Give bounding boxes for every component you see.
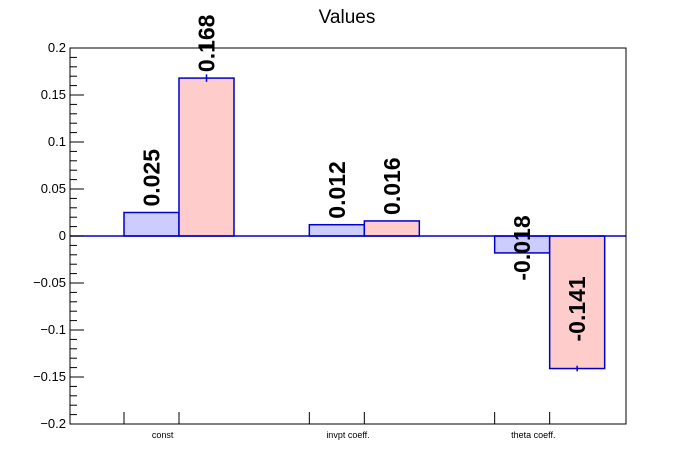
error-bars-group (205, 74, 578, 372)
bar (548, 235, 606, 370)
y-tick-label: 0.05 (41, 181, 66, 196)
y-axis: −0.2 −0.15 −0.1 −0.05 0 0.05 0.1 0.15 0.2 (33, 40, 84, 431)
x-tick-label: const (152, 430, 174, 440)
x-axis: const invpt coeff. theta coeff. (123, 412, 556, 440)
data-label: -0.018 (509, 215, 535, 280)
data-label: 0.025 (139, 149, 165, 207)
bar (308, 223, 366, 237)
data-label: 0.012 (324, 161, 350, 219)
y-tick-label: 0.1 (48, 134, 66, 149)
bar (123, 211, 180, 237)
chart-title: Values (319, 7, 376, 28)
x-tick-label: invpt coeff. (326, 430, 369, 440)
y-tick-label: −0.2 (40, 416, 66, 431)
data-label: -0.141 (564, 276, 590, 341)
y-tick-label: 0.2 (48, 40, 66, 55)
y-tick-label: −0.15 (33, 369, 66, 384)
bars-group (123, 77, 606, 370)
y-tick-label: −0.05 (33, 275, 66, 290)
y-tick-label: −0.1 (40, 322, 66, 337)
bar (363, 220, 421, 237)
y-tick-label: 0 (59, 228, 66, 243)
x-tick-label: theta coeff. (511, 430, 555, 440)
bar (178, 77, 235, 237)
y-tick-label: 0.15 (41, 87, 66, 102)
data-label: 0.168 (194, 14, 220, 72)
data-label: 0.016 (379, 157, 405, 215)
data-labels-group: 0.025 0.012 -0.018 0.168 0.016 -0.141 (139, 14, 591, 341)
